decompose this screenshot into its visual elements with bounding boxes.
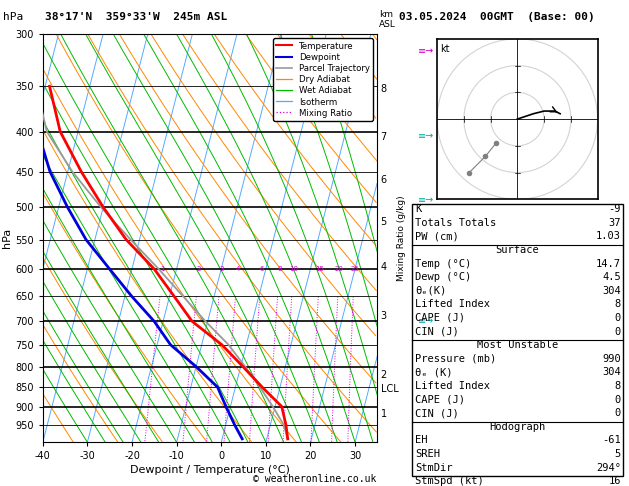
Text: Pressure (mb): Pressure (mb)	[415, 354, 496, 364]
Text: CIN (J): CIN (J)	[415, 327, 459, 337]
Text: 304: 304	[602, 367, 621, 378]
Text: 5: 5	[615, 449, 621, 459]
Text: km
ASL: km ASL	[379, 10, 396, 29]
Text: PW (cm): PW (cm)	[415, 231, 459, 242]
Text: 38°17'N  359°33'W  245m ASL: 38°17'N 359°33'W 245m ASL	[45, 12, 228, 22]
Text: CAPE (J): CAPE (J)	[415, 313, 465, 323]
X-axis label: Dewpoint / Temperature (°C): Dewpoint / Temperature (°C)	[130, 466, 290, 475]
Text: StmDir: StmDir	[415, 463, 453, 473]
Text: θₑ(K): θₑ(K)	[415, 286, 447, 296]
Text: hPa: hPa	[3, 12, 23, 22]
Text: 2: 2	[381, 370, 387, 380]
Text: 4: 4	[381, 262, 387, 272]
Text: 3: 3	[381, 312, 387, 321]
Text: 6: 6	[260, 266, 264, 272]
Text: ≡→: ≡→	[418, 131, 435, 141]
Text: 3: 3	[219, 266, 224, 272]
Text: 14.7: 14.7	[596, 259, 621, 269]
Text: 5: 5	[381, 217, 387, 227]
Text: Surface: Surface	[496, 245, 539, 255]
Text: 1: 1	[160, 266, 165, 272]
Text: 4: 4	[236, 266, 240, 272]
Text: 304: 304	[602, 286, 621, 296]
Text: 6: 6	[381, 175, 387, 186]
Text: Hodograph: Hodograph	[489, 422, 545, 432]
Text: 8: 8	[615, 381, 621, 391]
Text: kt: kt	[440, 44, 450, 53]
Text: -61: -61	[602, 435, 621, 446]
Text: EH: EH	[415, 435, 428, 446]
Text: 03.05.2024  00GMT  (Base: 00): 03.05.2024 00GMT (Base: 00)	[399, 12, 595, 22]
Text: Lifted Index: Lifted Index	[415, 299, 490, 310]
Text: © weatheronline.co.uk: © weatheronline.co.uk	[253, 473, 376, 484]
Text: Dewp (°C): Dewp (°C)	[415, 272, 471, 282]
Text: 0: 0	[615, 395, 621, 405]
Text: K: K	[415, 204, 421, 214]
Text: Totals Totals: Totals Totals	[415, 218, 496, 228]
Text: Mixing Ratio (g/kg): Mixing Ratio (g/kg)	[397, 195, 406, 281]
Text: 7: 7	[381, 132, 387, 141]
Text: 25: 25	[350, 266, 359, 272]
Text: 8: 8	[277, 266, 282, 272]
Text: 10: 10	[289, 266, 298, 272]
Text: θₑ (K): θₑ (K)	[415, 367, 453, 378]
Text: ≡→: ≡→	[418, 316, 435, 326]
Text: 20: 20	[335, 266, 343, 272]
Text: 4.5: 4.5	[602, 272, 621, 282]
Text: 2: 2	[197, 266, 201, 272]
Text: ≡→: ≡→	[418, 46, 435, 55]
Text: StmSpd (kt): StmSpd (kt)	[415, 476, 484, 486]
Text: 15: 15	[315, 266, 325, 272]
Text: 37: 37	[608, 218, 621, 228]
Text: 0: 0	[615, 313, 621, 323]
Text: 1.03: 1.03	[596, 231, 621, 242]
Text: 0: 0	[615, 408, 621, 418]
Legend: Temperature, Dewpoint, Parcel Trajectory, Dry Adiabat, Wet Adiabat, Isotherm, Mi: Temperature, Dewpoint, Parcel Trajectory…	[273, 38, 373, 121]
Text: Temp (°C): Temp (°C)	[415, 259, 471, 269]
Text: Lifted Index: Lifted Index	[415, 381, 490, 391]
Text: 990: 990	[602, 354, 621, 364]
Text: CIN (J): CIN (J)	[415, 408, 459, 418]
Text: 0: 0	[615, 327, 621, 337]
Text: 8: 8	[381, 84, 387, 94]
Text: -9: -9	[608, 204, 621, 214]
Y-axis label: hPa: hPa	[3, 228, 13, 248]
Text: 294°: 294°	[596, 463, 621, 473]
Text: SREH: SREH	[415, 449, 440, 459]
Text: Most Unstable: Most Unstable	[477, 340, 558, 350]
Text: ≡→: ≡→	[418, 195, 435, 206]
Text: 16: 16	[608, 476, 621, 486]
Text: LCL: LCL	[381, 384, 398, 394]
Text: 8: 8	[615, 299, 621, 310]
Text: CAPE (J): CAPE (J)	[415, 395, 465, 405]
Text: 1: 1	[381, 409, 387, 419]
